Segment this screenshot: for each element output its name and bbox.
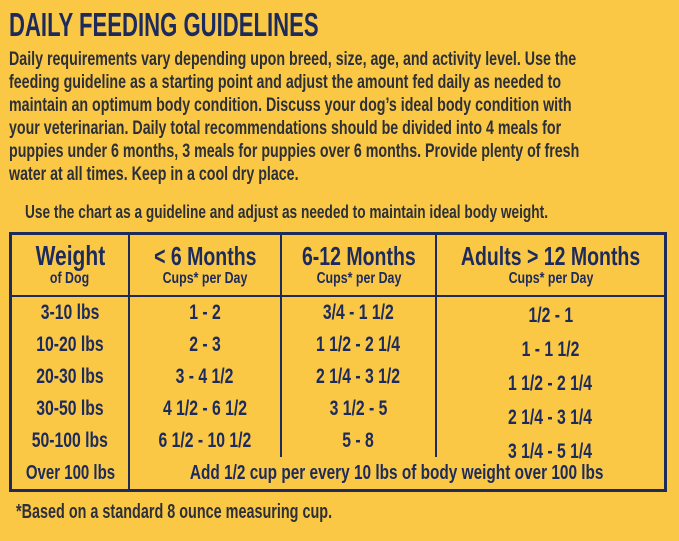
header-title: 6-12 Months [301,241,416,271]
cell-weight: 10-20 lbs [12,329,130,361]
page-title: DAILY FEEDING GUIDELINES [9,8,670,42]
cell-under-6-months: 1 - 2 [130,297,282,329]
over-100-weight-cell: Over 100 lbs [12,457,130,489]
cell-weight: 50-100 lbs [12,425,130,457]
chart-usage-note: Use the chart as a guideline and adjust … [25,202,548,222]
intro-line: Daily requirements vary depending upon b… [9,48,577,70]
intro-paragraph: Daily requirements vary depending upon b… [9,48,670,186]
cell-adults-column: 1/2 - 1 1 - 1 1/2 1 1/2 - 2 1/4 2 1/4 - … [437,297,664,463]
header-subtitle: Cups* per Day [508,270,593,287]
page-title-text: DAILY FEEDING GUIDELINES [9,6,319,43]
over-100-note-cell: Add 1/2 cup per every 10 lbs of body wei… [190,461,604,484]
header-subtitle: of Dog [50,270,90,287]
cell-6-12-months: 3 1/2 - 5 [282,393,437,425]
adult-value: 1/2 - 1 [528,304,573,327]
cell-under-6-months: 4 1/2 - 6 1/2 [130,393,282,425]
adult-value: 2 1/4 - 3 1/4 [508,406,593,429]
header-cell-adults: Adults > 12 Months Cups* per Day [437,235,664,297]
intro-line: maintain an optimum body condition. Disc… [9,94,572,116]
adult-value: 1 - 1 1/2 [521,338,580,361]
intro-line: your veterinarian. Daily total recommend… [9,117,562,139]
cell-6-12-months: 5 - 8 [282,425,437,457]
header-cell-under-6-months: < 6 Months Cups* per Day [130,235,282,297]
adult-value: 3 1/4 - 5 1/4 [508,440,593,463]
cell-under-6-months: 6 1/2 - 10 1/2 [130,425,282,457]
feeding-table: Weight of Dog < 6 Months Cups* per Day 6… [9,232,667,492]
adult-value: 1 1/2 - 2 1/4 [508,372,593,395]
header-cell-6-12-months: 6-12 Months Cups* per Day [282,235,437,297]
cell-6-12-months: 1 1/2 - 2 1/4 [282,329,437,361]
header-subtitle: Cups* per Day [162,270,248,287]
header-subtitle: Cups* per Day [316,270,401,287]
measuring-cup-footnote: *Based on a standard 8 ounce measuring c… [16,501,333,523]
cell-under-6-months: 3 - 4 1/2 [130,361,282,393]
cell-weight: 20-30 lbs [12,361,130,393]
header-title: < 6 Months [153,241,257,271]
header-title: Adults > 12 Months [460,241,641,271]
cell-under-6-months: 2 - 3 [130,329,282,361]
intro-line: puppies under 6 months, 3 meals for pupp… [9,140,580,162]
cell-weight: 30-50 lbs [12,393,130,425]
intro-line: water at all times. Keep in a cool dry p… [9,163,299,185]
cell-weight: 3-10 lbs [12,297,130,329]
intro-line: feeding guideline as a starting point an… [9,71,562,93]
cell-6-12-months: 2 1/4 - 3 1/2 [282,361,437,393]
cell-6-12-months: 3/4 - 1 1/2 [282,297,437,329]
header-title: Weight [35,240,105,271]
header-cell-weight: Weight of Dog [12,235,130,297]
